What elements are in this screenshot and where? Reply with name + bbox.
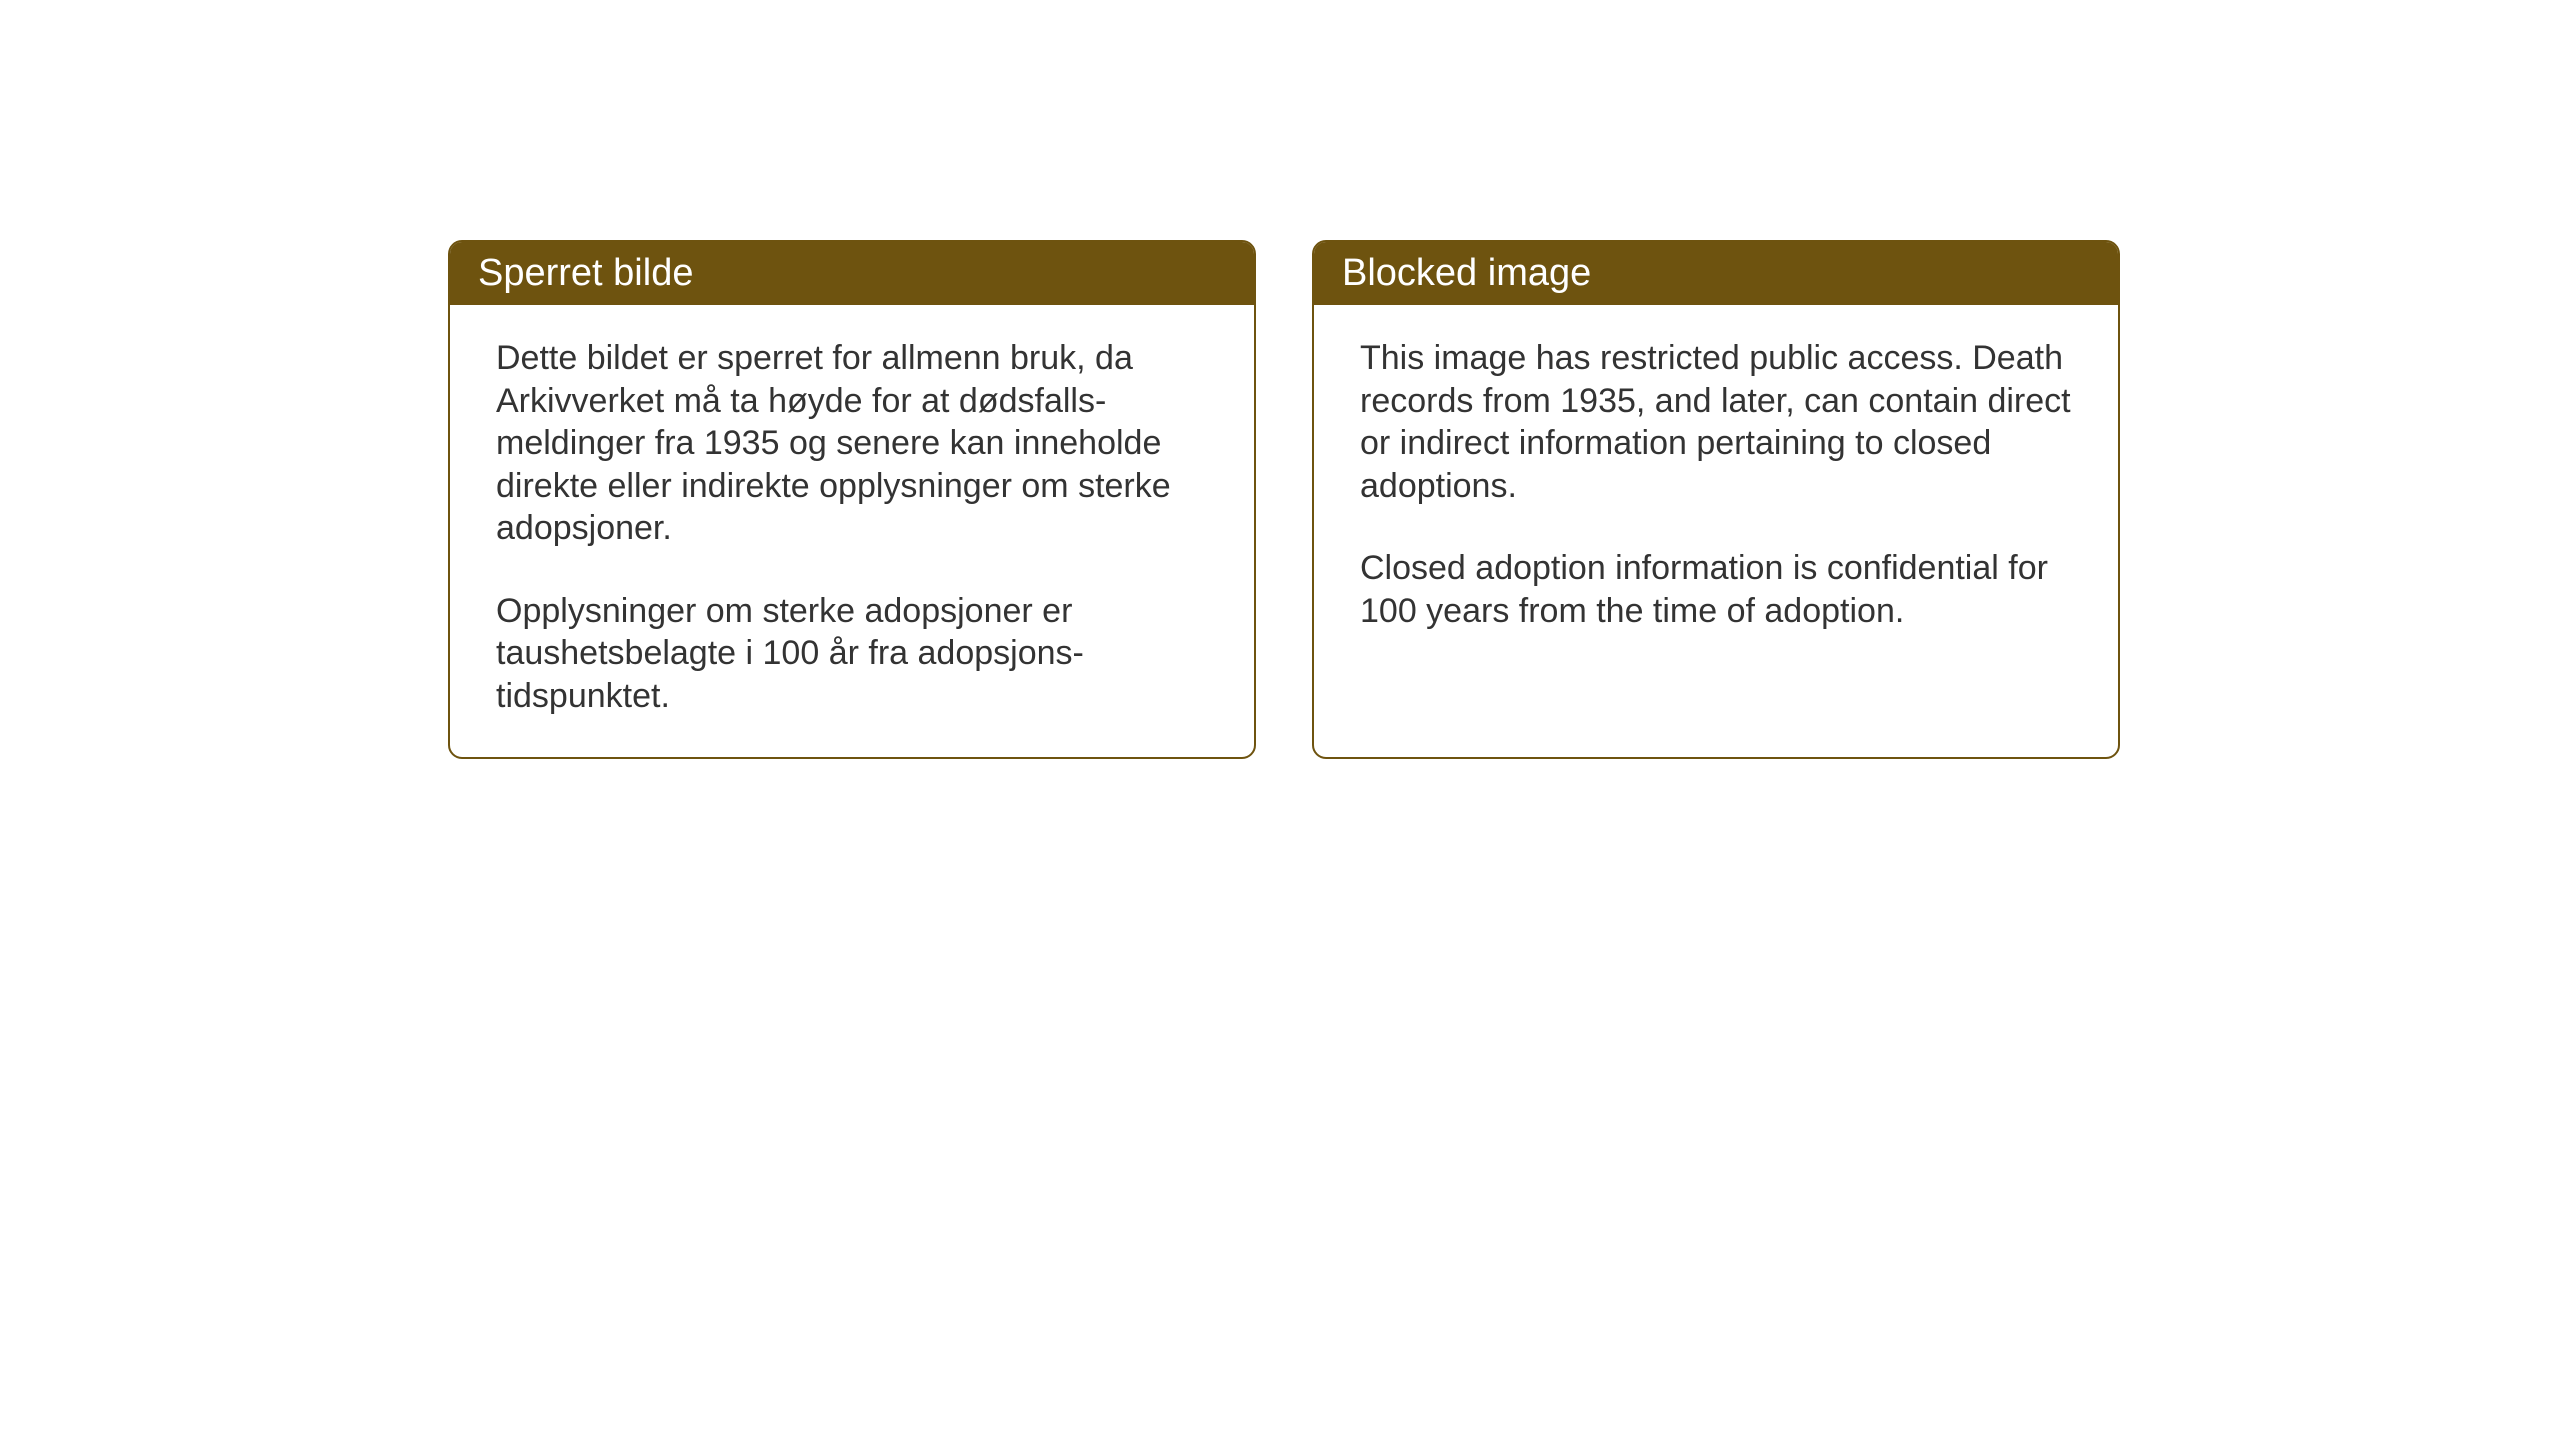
- card-header-norwegian: Sperret bilde: [450, 242, 1254, 305]
- notice-card-english: Blocked image This image has restricted …: [1312, 240, 2120, 759]
- card-body-norwegian: Dette bildet er sperret for allmenn bruk…: [450, 305, 1254, 757]
- card-paragraph-1: Dette bildet er sperret for allmenn bruk…: [496, 337, 1208, 550]
- notice-container: Sperret bilde Dette bildet er sperret fo…: [0, 0, 2560, 759]
- card-header-english: Blocked image: [1314, 242, 2118, 305]
- card-title: Sperret bilde: [478, 252, 693, 294]
- card-paragraph-1: This image has restricted public access.…: [1360, 337, 2072, 507]
- card-title: Blocked image: [1342, 252, 1591, 294]
- card-body-english: This image has restricted public access.…: [1314, 305, 2118, 745]
- card-paragraph-2: Closed adoption information is confident…: [1360, 547, 2072, 632]
- card-paragraph-2: Opplysninger om sterke adopsjoner er tau…: [496, 590, 1208, 718]
- notice-card-norwegian: Sperret bilde Dette bildet er sperret fo…: [448, 240, 1256, 759]
